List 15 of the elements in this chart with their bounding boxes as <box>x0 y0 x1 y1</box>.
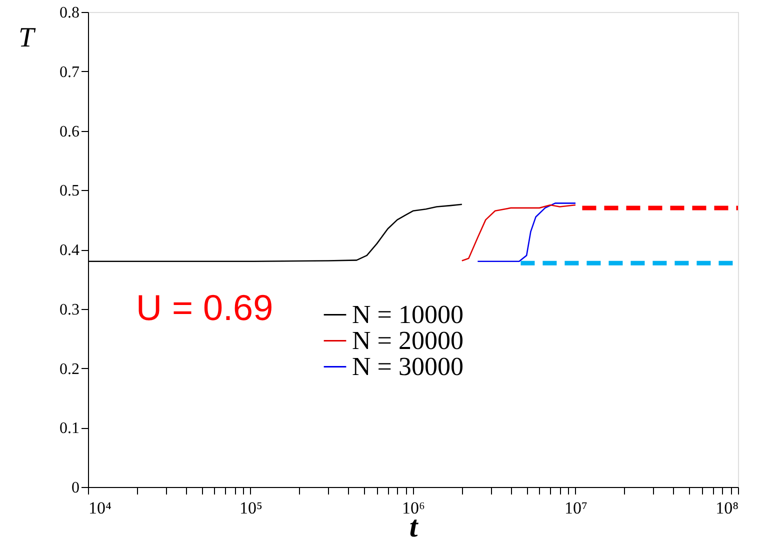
y-tick-label: 0.1 <box>60 420 80 438</box>
x-tick-label: 10⁸ <box>716 498 739 518</box>
y-tick-label: 0.8 <box>60 4 80 22</box>
y-tick-label: 0.4 <box>60 242 80 259</box>
y-tick-label: 0.5 <box>60 182 80 200</box>
x-tick-label: 10⁷ <box>564 498 588 518</box>
y-axis-title: T <box>18 22 36 54</box>
y-tick-label: 0.7 <box>60 64 80 81</box>
y-tick-label: 0.6 <box>60 123 80 140</box>
x-tick-label: 10⁴ <box>88 498 112 518</box>
y-tick-label: 0 <box>72 480 80 496</box>
x-tick-label: 10⁵ <box>240 498 263 518</box>
y-tick-label: 0.3 <box>60 301 80 318</box>
y-tick-label: 0.2 <box>60 360 80 378</box>
annotation: U = 0.69 <box>136 286 274 328</box>
